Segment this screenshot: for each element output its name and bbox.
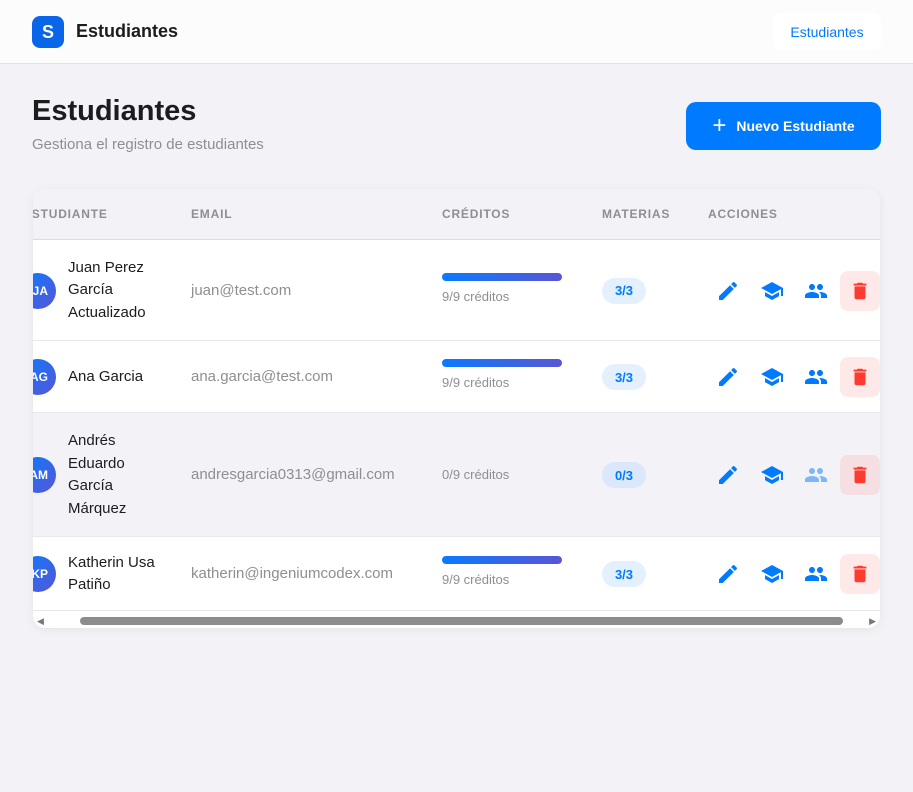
- credits-progress-bar: [442, 359, 562, 367]
- table-row: KP Katherin Usa Patiño katherin@ingenium…: [33, 537, 880, 611]
- student-email: juan@test.com: [191, 281, 292, 299]
- page-title: Estudiantes: [32, 95, 197, 127]
- enroll-graduation-cap-icon[interactable]: [760, 463, 784, 487]
- subjects-badge: 3/3: [602, 277, 646, 304]
- edit-pencil-icon[interactable]: [716, 562, 740, 586]
- table-row: JA Juan Perez García Actualizado juan@te…: [33, 240, 880, 341]
- classmates-people-icon[interactable]: [804, 463, 828, 487]
- header-acciones: ACCIONES: [708, 207, 778, 221]
- subjects-badge: 0/3: [602, 462, 646, 488]
- table-row: AM Andrés Eduardo García Márquez andresg…: [33, 413, 880, 537]
- enroll-graduation-cap-icon[interactable]: [760, 365, 784, 389]
- delete-button[interactable]: [840, 357, 880, 397]
- student-email: ana.garcia@test.com: [191, 368, 333, 385]
- delete-button[interactable]: [840, 455, 880, 495]
- student-email: katherin@ingeniumcodex.com: [191, 565, 393, 582]
- scroll-left-arrow-icon[interactable]: ◀: [37, 616, 44, 626]
- table-row: AG Ana Garcia ana.garcia@test.com 9/9 cr…: [33, 341, 880, 413]
- credits-text: 0/9 créditos: [442, 467, 510, 482]
- student-name: Juan Perez García Actualizado: [68, 258, 146, 321]
- new-student-label: Nuevo Estudiante: [736, 118, 855, 134]
- trash-icon: [849, 280, 871, 302]
- plus-icon: +: [712, 112, 727, 139]
- student-name: Katherin Usa Patiño: [68, 553, 155, 594]
- classmates-people-icon[interactable]: [804, 562, 828, 586]
- classmates-people-icon[interactable]: [804, 279, 828, 303]
- student-email: andresgarcia0313@gmail.com: [191, 466, 395, 483]
- horizontal-scrollbar[interactable]: ◀ ▶: [33, 614, 880, 626]
- scroll-right-arrow-icon[interactable]: ▶: [869, 616, 876, 626]
- app-title: Estudiantes: [76, 21, 179, 41]
- header-creditos: CRÉDITOS: [442, 207, 511, 221]
- header-materias: MATERIAS: [602, 207, 671, 221]
- trash-icon: [849, 366, 871, 388]
- top-bar: S Estudiantes Estudiantes: [0, 0, 913, 64]
- trash-icon: [849, 563, 871, 585]
- delete-button[interactable]: [840, 554, 880, 594]
- credits-progress-bar: [442, 556, 562, 564]
- new-student-button[interactable]: + Nuevo Estudiante: [686, 102, 881, 150]
- scrollbar-thumb[interactable]: [80, 617, 843, 625]
- enroll-graduation-cap-icon[interactable]: [760, 562, 784, 586]
- enroll-graduation-cap-icon[interactable]: [760, 279, 784, 303]
- header-estudiante: ESTUDIANTE: [33, 207, 108, 221]
- avatar: AM: [33, 457, 56, 493]
- classmates-people-icon[interactable]: [804, 365, 828, 389]
- edit-pencil-icon[interactable]: [716, 279, 740, 303]
- trash-icon: [849, 464, 871, 486]
- credits-progress-bar: [442, 272, 562, 281]
- avatar: AG: [33, 359, 56, 395]
- credits-text: 9/9 créditos: [442, 375, 510, 390]
- page-subtitle: Gestiona el registro de estudiantes: [32, 136, 264, 153]
- subjects-badge: 3/3: [602, 364, 646, 390]
- app-logo: S: [32, 16, 64, 48]
- credits-text: 9/9 créditos: [442, 288, 510, 304]
- student-name: Andrés Eduardo García Márquez: [68, 432, 127, 517]
- edit-pencil-icon[interactable]: [716, 365, 740, 389]
- delete-button[interactable]: [840, 270, 880, 311]
- edit-pencil-icon[interactable]: [716, 463, 740, 487]
- student-name: Ana Garcia: [68, 367, 144, 385]
- header-email: EMAIL: [191, 207, 233, 221]
- table-header: ESTUDIANTE EMAIL CRÉDITOS MATERIAS ACCIO…: [33, 189, 880, 240]
- students-table: ESTUDIANTE EMAIL CRÉDITOS MATERIAS ACCIO…: [33, 189, 880, 628]
- avatar: JA: [33, 272, 56, 309]
- subjects-badge: 3/3: [602, 561, 646, 587]
- avatar: KP: [33, 556, 56, 592]
- nav-estudiantes-button[interactable]: Estudiantes: [773, 13, 881, 50]
- credits-text: 9/9 créditos: [442, 572, 510, 587]
